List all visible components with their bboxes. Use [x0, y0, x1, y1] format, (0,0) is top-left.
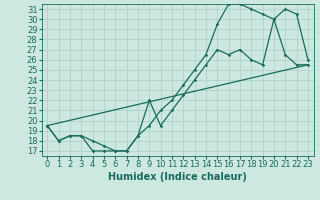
X-axis label: Humidex (Indice chaleur): Humidex (Indice chaleur)	[108, 172, 247, 182]
